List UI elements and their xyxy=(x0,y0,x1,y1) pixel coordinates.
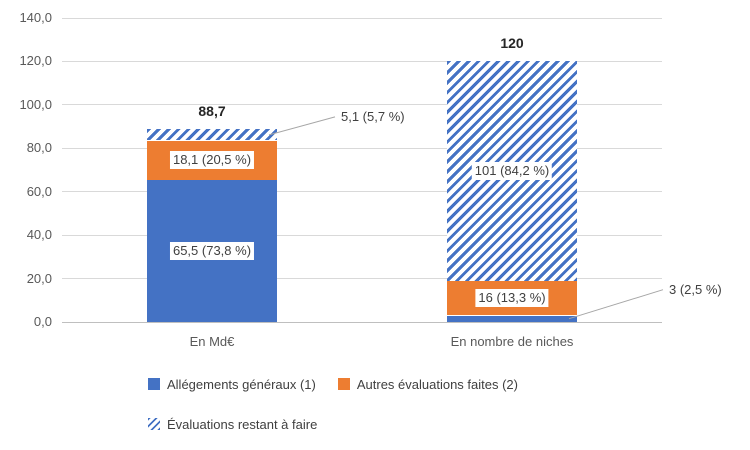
data-label: 101 (84,2 %) xyxy=(471,162,553,181)
legend-swatch xyxy=(337,378,350,390)
callout-data-label: 3 (2,5 %) xyxy=(667,280,724,299)
y-axis-tick-label: 140,0 xyxy=(19,10,52,25)
legend-swatch xyxy=(148,418,160,430)
x-axis-category-label: En Md€ xyxy=(189,334,235,349)
legend-label: Allégements généraux (1) xyxy=(167,376,316,392)
data-label: 18,1 (20,5 %) xyxy=(169,151,255,170)
y-axis-tick-label: 20,0 xyxy=(26,270,52,286)
y-axis-tick-label: 60,0 xyxy=(26,183,52,199)
legend-item: Allégements généraux (1) xyxy=(148,376,316,392)
y-axis-tick-label: 40,0 xyxy=(26,227,52,243)
legend-label: Autres évaluations faites (2) xyxy=(356,376,518,392)
y-axis-tick-label: 0,0 xyxy=(33,314,52,329)
y-axis-tick-label: 100,0 xyxy=(19,96,52,112)
gridline xyxy=(62,191,662,193)
data-label: 16 (13,3 %) xyxy=(475,289,549,308)
legend: Allégements généraux (1) Autres évaluatio… xyxy=(148,376,618,450)
gridline xyxy=(62,278,662,280)
gridline xyxy=(62,60,662,62)
gridline xyxy=(62,147,662,149)
y-axis-tick-label: 80,0 xyxy=(26,140,52,156)
legend-item: Autres évaluations faites (2) xyxy=(337,376,518,392)
y-axis-tick-label: 120,0 xyxy=(19,53,52,69)
bar-segment xyxy=(147,129,277,141)
bar-segment xyxy=(447,315,577,322)
x-axis-category-label: En nombre de niches xyxy=(450,334,574,349)
x-axis-line xyxy=(62,321,662,323)
callout-data-label: 5,1 (5,7 %) xyxy=(339,107,407,126)
legend-item: Évaluations restant à faire xyxy=(148,416,317,432)
total-data-label: 120 xyxy=(500,35,524,52)
legend-swatch xyxy=(148,378,160,390)
data-label: 65,5 (73,8 %) xyxy=(169,241,255,260)
gridline xyxy=(62,234,662,236)
total-data-label: 88,7 xyxy=(198,103,226,120)
gridline xyxy=(62,104,662,106)
gridline xyxy=(62,17,662,19)
legend-label: Évaluations restant à faire xyxy=(167,416,318,432)
